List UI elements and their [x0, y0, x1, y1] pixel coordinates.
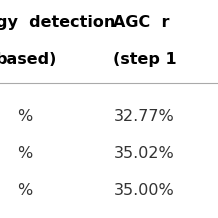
Text: AGC  r: AGC r [113, 15, 170, 30]
Text: based): based) [0, 52, 57, 67]
Text: 32.77%: 32.77% [113, 109, 174, 124]
Text: 35.02%: 35.02% [113, 146, 174, 161]
Text: gy  detection: gy detection [0, 15, 115, 30]
Text: %: % [17, 183, 33, 198]
Text: (step 1: (step 1 [113, 52, 177, 67]
Text: %: % [17, 146, 33, 161]
Text: 35.00%: 35.00% [113, 183, 174, 198]
Text: %: % [17, 109, 33, 124]
